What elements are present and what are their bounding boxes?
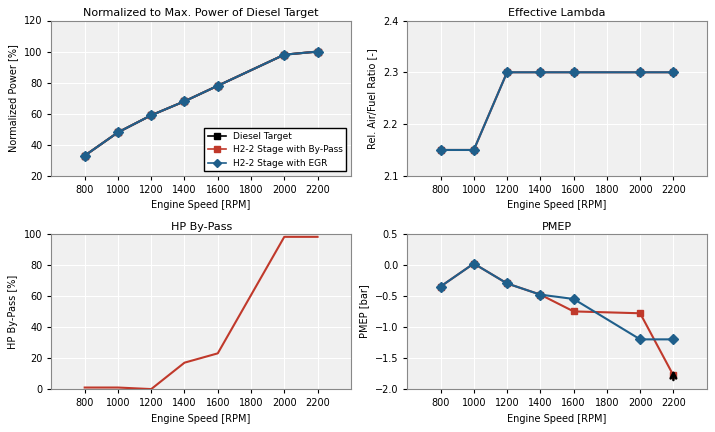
- H2-2 Stage with By-Pass: [114, 130, 122, 135]
- H2-2 Stage with By-Pass: [214, 83, 222, 88]
- Y-axis label: Normalized Power [%]: Normalized Power [%]: [9, 44, 19, 152]
- Diesel Target: [214, 83, 222, 88]
- X-axis label: Engine Speed [RPM]: Engine Speed [RPM]: [152, 414, 251, 424]
- Diesel Target: [114, 130, 122, 135]
- Diesel Target: [313, 49, 322, 54]
- Title: Effective Lambda: Effective Lambda: [508, 8, 606, 18]
- Line: H2-2 Stage with EGR: H2-2 Stage with EGR: [82, 48, 321, 159]
- Diesel Target: [147, 113, 155, 118]
- H2-2 Stage with EGR: [147, 113, 155, 118]
- Title: PMEP: PMEP: [542, 222, 572, 232]
- Diesel Target: [280, 52, 289, 57]
- Y-axis label: PMEP [bar]: PMEP [bar]: [359, 285, 369, 338]
- Line: H2-2 Stage with By-Pass: H2-2 Stage with By-Pass: [82, 48, 321, 159]
- H2-2 Stage with By-Pass: [80, 153, 89, 158]
- X-axis label: Engine Speed [RPM]: Engine Speed [RPM]: [507, 414, 606, 424]
- Diesel Target: [80, 153, 89, 158]
- Y-axis label: Rel. Air/Fuel Ratio [-]: Rel. Air/Fuel Ratio [-]: [368, 48, 378, 149]
- H2-2 Stage with EGR: [214, 83, 222, 88]
- H2-2 Stage with By-Pass: [147, 113, 155, 118]
- H2-2 Stage with EGR: [80, 153, 89, 158]
- H2-2 Stage with By-Pass: [180, 98, 189, 104]
- Y-axis label: HP By-Pass [%]: HP By-Pass [%]: [9, 274, 19, 349]
- H2-2 Stage with EGR: [180, 98, 189, 104]
- H2-2 Stage with EGR: [114, 130, 122, 135]
- Title: HP By-Pass: HP By-Pass: [170, 222, 232, 232]
- Line: Diesel Target: Diesel Target: [82, 48, 321, 159]
- H2-2 Stage with EGR: [313, 49, 322, 54]
- H2-2 Stage with By-Pass: [280, 52, 289, 57]
- Legend: Diesel Target, H2-2 Stage with By-Pass, H2-2 Stage with EGR: Diesel Target, H2-2 Stage with By-Pass, …: [204, 128, 346, 172]
- Diesel Target: [180, 98, 189, 104]
- Title: Normalized to Max. Power of Diesel Target: Normalized to Max. Power of Diesel Targe…: [84, 8, 319, 18]
- H2-2 Stage with By-Pass: [313, 49, 322, 54]
- X-axis label: Engine Speed [RPM]: Engine Speed [RPM]: [507, 200, 606, 210]
- X-axis label: Engine Speed [RPM]: Engine Speed [RPM]: [152, 200, 251, 210]
- H2-2 Stage with EGR: [280, 52, 289, 57]
